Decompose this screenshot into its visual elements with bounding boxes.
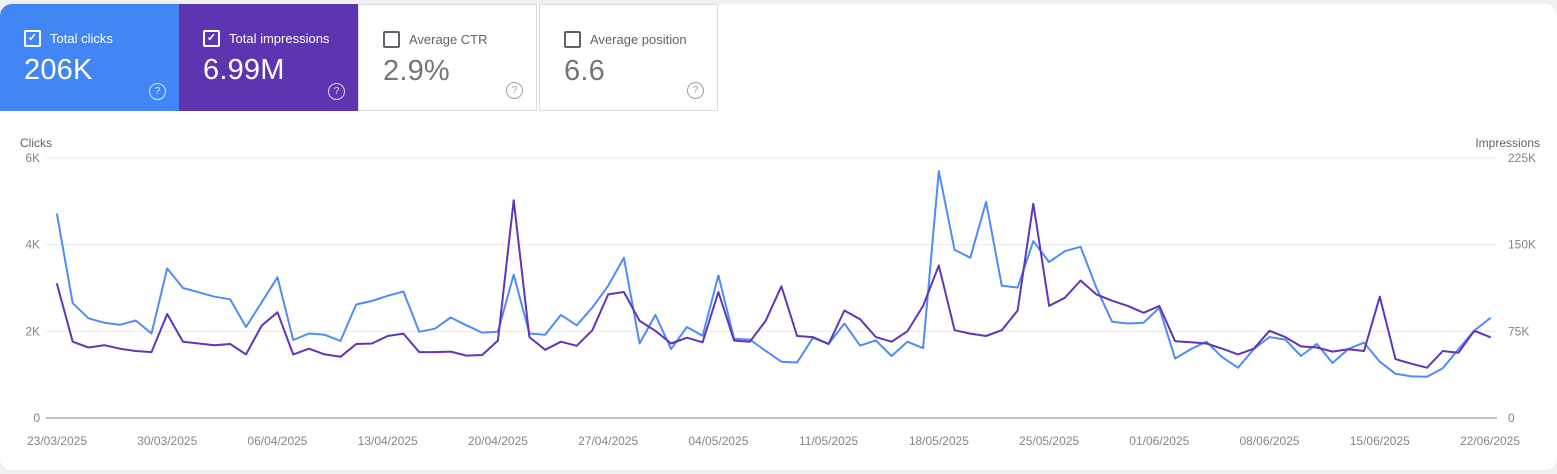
help-icon[interactable]: ? — [149, 83, 166, 100]
x-axis-label: 27/04/2025 — [578, 434, 638, 448]
x-axis-label: 15/06/2025 — [1350, 434, 1410, 448]
total-clicks-checkbox[interactable] — [24, 30, 41, 47]
average-position-checkbox[interactable] — [564, 31, 581, 48]
x-axis-label: 30/03/2025 — [137, 434, 197, 448]
total-impressions-checkbox[interactable] — [203, 30, 220, 47]
metric-card-total-clicks[interactable]: Total clicks 206K ? — [0, 4, 179, 111]
help-icon[interactable]: ? — [687, 82, 704, 99]
performance-chart-svg: 0 0 2K 75K 4K 150K 6K 225K 23/03/2025 30/03/2025 0… — [25, 151, 1536, 448]
average-position-value: 6.6 — [564, 55, 605, 87]
left-axis-tick: 0 — [33, 411, 40, 425]
metric-card-average-position[interactable]: Average position 6.6 ? — [539, 4, 718, 111]
metric-card-total-impressions[interactable]: Total impressions 6.99M ? — [179, 4, 358, 111]
average-ctr-checkbox[interactable] — [383, 31, 400, 48]
right-axis-tick: 0 — [1508, 411, 1515, 425]
metric-cards-row: Total clicks 206K ? Total impressions 6.… — [0, 4, 718, 112]
right-axis-tick: 75K — [1508, 324, 1529, 338]
total-clicks-label: Total clicks — [50, 31, 113, 46]
average-ctr-value: 2.9% — [383, 55, 450, 87]
x-axis-label: 22/06/2025 — [1460, 434, 1520, 448]
right-axis-tick: 150K — [1508, 238, 1536, 252]
x-axis-label: 20/04/2025 — [468, 434, 528, 448]
average-position-label: Average position — [590, 32, 687, 47]
average-ctr-label: Average CTR — [409, 32, 488, 47]
impressions-line — [56, 199, 1491, 369]
x-axis-label: 23/03/2025 — [27, 434, 87, 448]
average-ctr-label-row: Average CTR — [383, 31, 488, 48]
x-axis-label: 18/05/2025 — [909, 434, 969, 448]
total-clicks-label-row: Total clicks — [24, 30, 113, 47]
left-axis-title: Clicks — [20, 136, 52, 150]
right-axis-tick: 225K — [1508, 151, 1536, 165]
x-axis-label: 04/05/2025 — [688, 434, 748, 448]
performance-panel: Total clicks 206K ? Total impressions 6.… — [0, 4, 1557, 470]
x-axis-label: 01/06/2025 — [1129, 434, 1189, 448]
x-axis-label: 08/06/2025 — [1240, 434, 1300, 448]
total-clicks-value: 206K — [24, 54, 93, 86]
left-axis-tick: 6K — [25, 151, 40, 165]
left-axis-tick: 2K — [25, 324, 40, 338]
help-icon[interactable]: ? — [328, 83, 345, 100]
clicks-line — [56, 170, 1491, 378]
average-position-label-row: Average position — [564, 31, 687, 48]
left-axis-tick: 4K — [25, 238, 40, 252]
x-axis-label: 13/04/2025 — [358, 434, 418, 448]
help-icon[interactable]: ? — [506, 82, 523, 99]
metric-card-average-ctr[interactable]: Average CTR 2.9% ? — [358, 4, 537, 111]
total-impressions-label-row: Total impressions — [203, 30, 329, 47]
right-axis-title: Impressions — [1475, 136, 1540, 150]
x-axis-label: 11/05/2025 — [799, 434, 858, 448]
x-axis-label: 25/05/2025 — [1019, 434, 1079, 448]
total-impressions-value: 6.99M — [203, 54, 285, 86]
x-axis-label: 06/04/2025 — [247, 434, 307, 448]
total-impressions-label: Total impressions — [229, 31, 330, 46]
